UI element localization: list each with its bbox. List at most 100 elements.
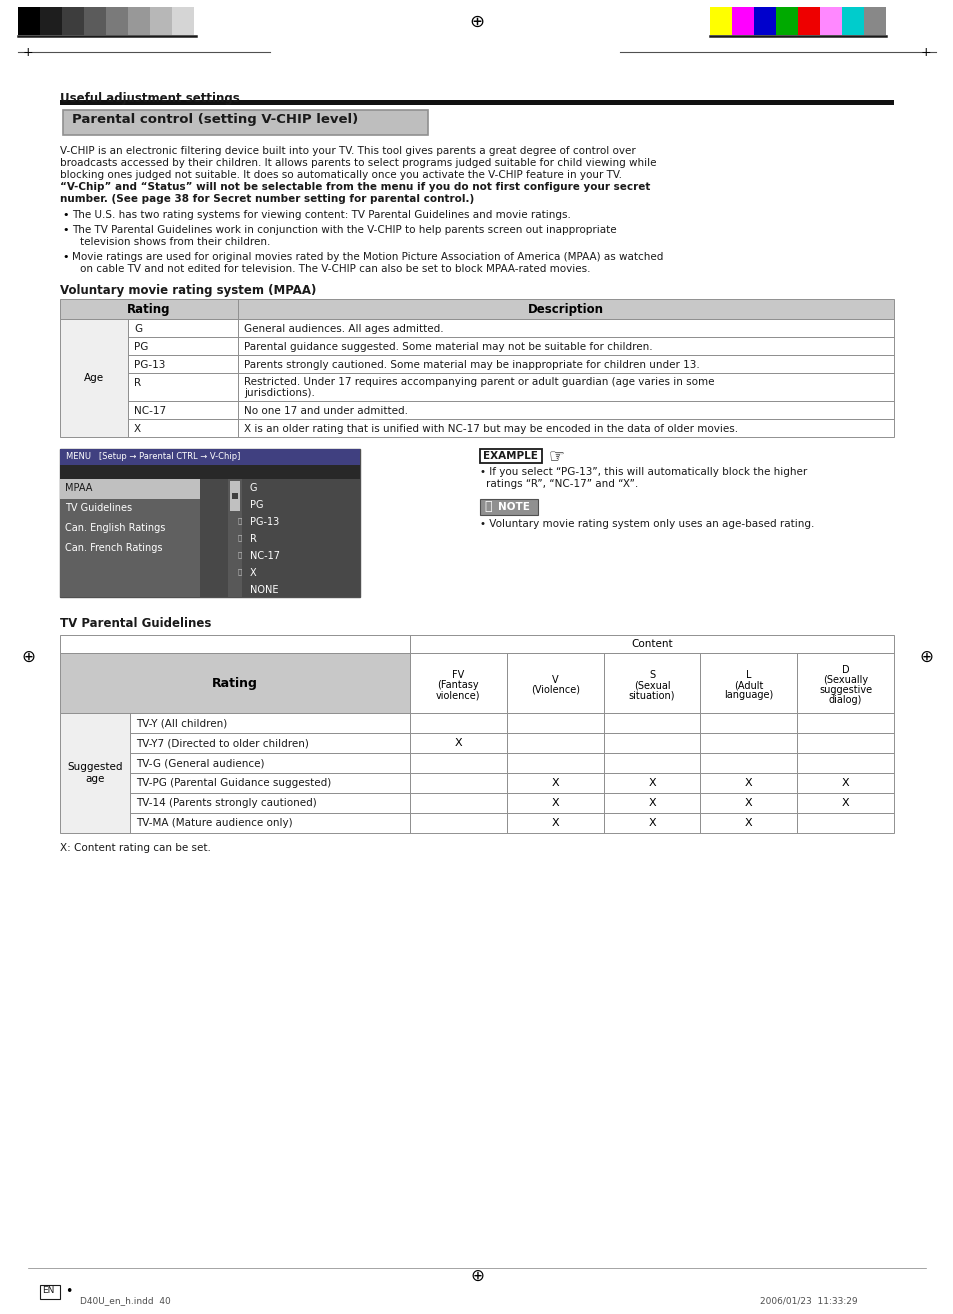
Text: TV-PG (Parental Guidance suggested): TV-PG (Parental Guidance suggested) [136,778,331,788]
Bar [410,753,506,773]
Text: 🔒: 🔒 [237,568,242,574]
Bar [60,449,359,597]
Bar [237,355,893,373]
Text: V-CHIP is an electronic filtering device built into your TV. This tool gives par: V-CHIP is an electronic filtering device… [60,146,635,156]
Bar [60,480,200,499]
Text: violence): violence) [436,690,480,700]
Text: X: X [647,819,655,828]
Text: Can. English Ratings: Can. English Ratings [65,523,165,533]
Text: X: X [551,778,558,788]
Bar [700,813,797,833]
Text: suggestive: suggestive [819,685,871,695]
Bar [60,449,359,465]
Bar [410,813,506,833]
Bar [60,480,200,597]
Text: TV-MA (Mature audience only): TV-MA (Mature audience only) [136,819,293,828]
Bar [172,7,193,35]
Bar [232,493,237,499]
Text: 🔒: 🔒 [237,533,242,540]
Text: EXAMPLE: EXAMPLE [482,451,537,461]
Text: (Violence): (Violence) [530,685,579,695]
Text: TV Guidelines: TV Guidelines [65,503,132,512]
Bar [603,653,700,714]
Text: PG-13: PG-13 [133,360,165,371]
Bar [237,336,893,355]
Text: NOTE: NOTE [497,502,529,512]
Text: The U.S. has two rating systems for viewing content: TV Parental Guidelines and : The U.S. has two rating systems for view… [71,210,570,219]
Text: X: X [841,778,848,788]
Bar [820,7,841,35]
Text: •: • [62,252,69,261]
Text: X: X [455,738,461,748]
Bar [130,753,410,773]
Text: X: X [647,798,655,808]
Text: +: + [23,46,33,59]
Text: The TV Parental Guidelines work in conjunction with the V-CHIP to help parents s: The TV Parental Guidelines work in conju… [71,225,616,235]
Bar [775,7,797,35]
Bar [700,653,797,714]
Text: R: R [133,378,141,388]
Text: number. (See page 38 for Secret number setting for parental control.): number. (See page 38 for Secret number s… [60,194,474,204]
Bar [863,7,885,35]
Bar [841,7,863,35]
Text: ⊕: ⊕ [469,13,484,32]
Text: • Voluntary movie rating system only uses an age-based rating.: • Voluntary movie rating system only use… [479,519,814,530]
Text: X: X [250,568,256,578]
Text: TV Parental Guidelines: TV Parental Guidelines [60,618,212,629]
Text: General audiences. All ages admitted.: General audiences. All ages admitted. [244,325,443,334]
Bar [603,733,700,753]
Text: TV-Y (All children): TV-Y (All children) [136,717,227,728]
Bar [797,773,893,794]
Bar [63,110,428,135]
Text: X is an older rating that is unified with NC-17 but may be encoded in the data o: X is an older rating that is unified wit… [244,424,738,434]
Bar [40,7,62,35]
Bar [200,480,359,597]
Bar [797,813,893,833]
Text: R: R [250,533,256,544]
Text: Can. French Ratings: Can. French Ratings [65,543,162,553]
Text: TV-G (General audience): TV-G (General audience) [136,758,264,767]
Bar [60,653,410,714]
Text: •: • [62,225,69,235]
Text: (Sexual: (Sexual [633,681,670,690]
Text: No one 17 and under admitted.: No one 17 and under admitted. [244,406,408,417]
Bar [797,794,893,813]
Bar [60,300,893,319]
Bar [700,733,797,753]
Text: 2006/01/23  11:33:29: 2006/01/23 11:33:29 [760,1296,857,1305]
Text: X: Content rating can be set.: X: Content rating can be set. [60,844,211,853]
Bar [700,753,797,773]
Bar [130,813,410,833]
Text: FV: FV [452,670,464,681]
Text: V: V [551,675,558,685]
Text: “V-Chip” and “Status” will not be selectable from the menu if you do not first c: “V-Chip” and “Status” will not be select… [60,183,650,192]
Text: (Adult: (Adult [734,681,762,690]
Text: X: X [551,819,558,828]
Text: Rating: Rating [212,677,257,690]
Bar [237,373,893,401]
Text: X: X [133,424,141,434]
Bar [150,7,172,35]
Text: ⦾: ⦾ [483,501,491,514]
Bar [731,7,753,35]
Bar [797,753,893,773]
Bar [410,794,506,813]
Text: •: • [62,210,69,219]
Text: PG: PG [133,342,149,352]
Bar [130,794,410,813]
Text: MENU   [Setup → Parental CTRL → V-Chip]: MENU [Setup → Parental CTRL → V-Chip] [66,452,240,461]
Text: 🔒: 🔒 [237,516,242,523]
Text: PG: PG [250,501,263,510]
Text: X: X [551,798,558,808]
Text: TV-Y7 (Directed to older children): TV-Y7 (Directed to older children) [136,738,309,748]
Bar [60,319,128,438]
Bar [506,813,603,833]
Bar [603,714,700,733]
Text: (Fantasy: (Fantasy [437,681,478,690]
Bar [700,773,797,794]
Text: S: S [648,670,655,681]
Text: language): language) [723,690,773,700]
Bar [797,733,893,753]
Text: MPAA: MPAA [65,484,92,493]
Bar [60,714,130,833]
